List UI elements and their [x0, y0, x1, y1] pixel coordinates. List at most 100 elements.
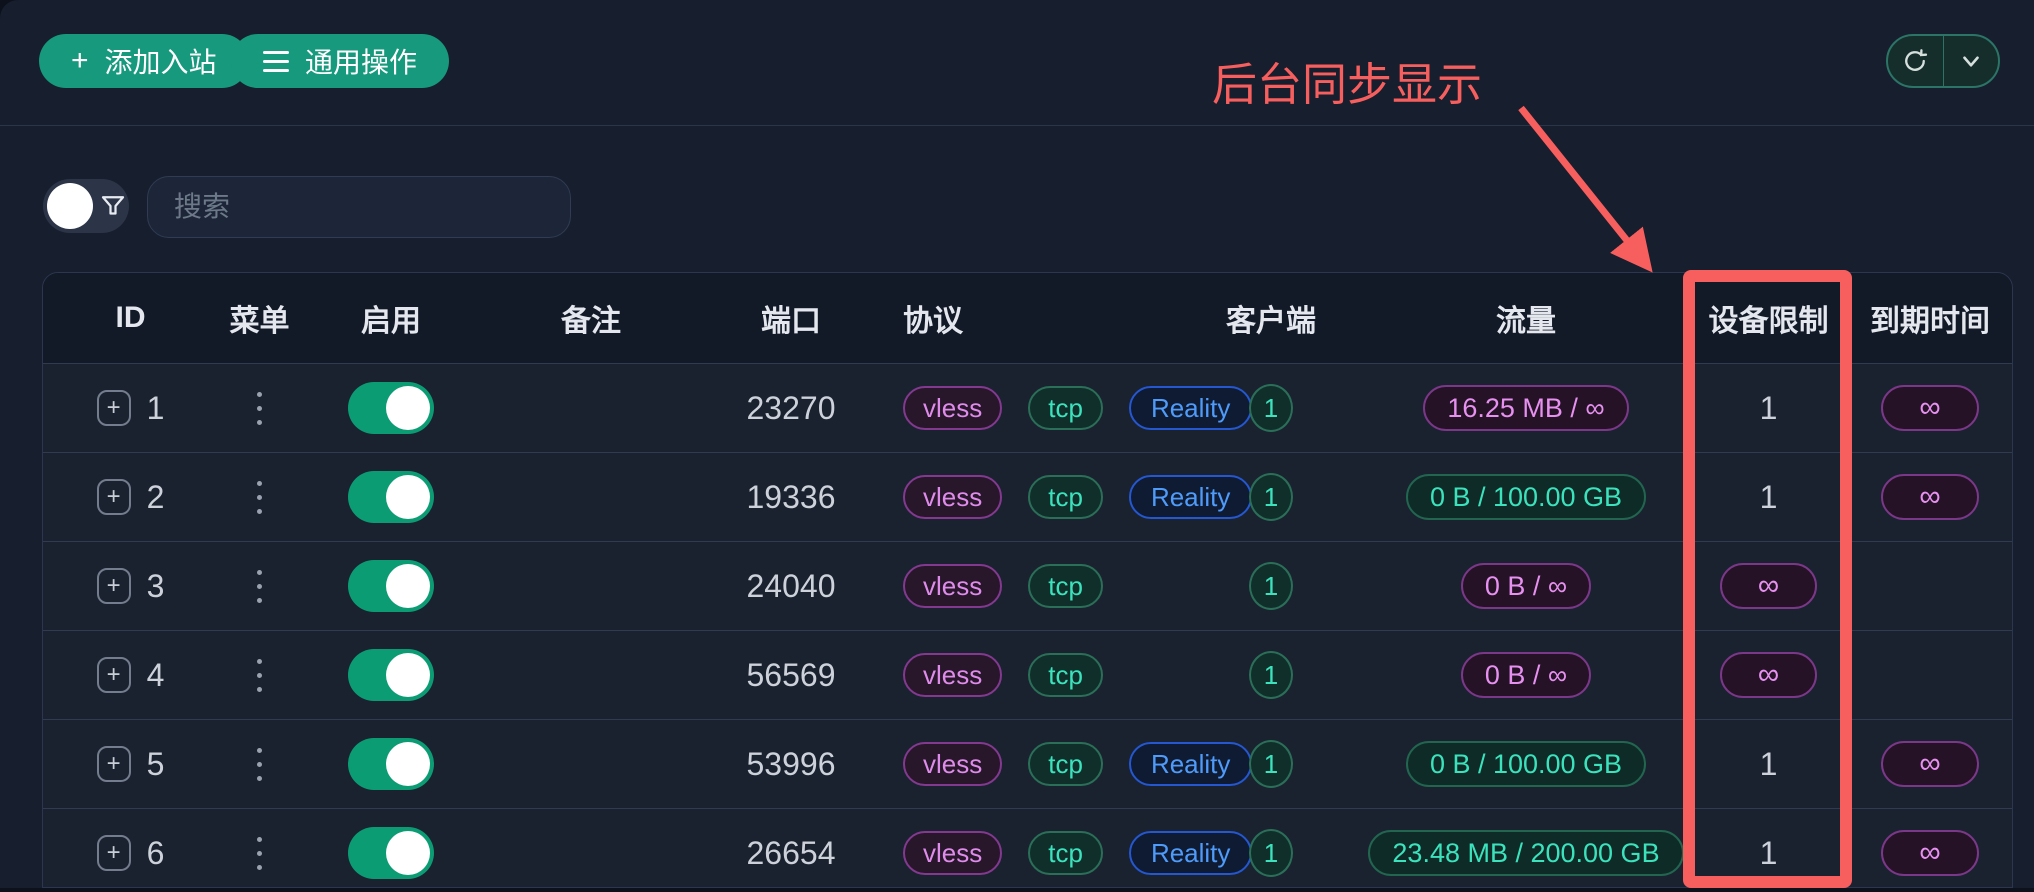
- cell-enable: [301, 560, 481, 612]
- cell-traffic: 0 B / ∞: [1361, 563, 1691, 609]
- toggle-knob: [47, 183, 93, 229]
- expand-row-button[interactable]: +: [96, 568, 131, 604]
- cell-device-limit: 1: [1691, 390, 1846, 427]
- expand-row-button[interactable]: +: [96, 746, 131, 782]
- cell-menu: [218, 653, 301, 698]
- cell-enable: [301, 738, 481, 790]
- row-menu-button[interactable]: [251, 475, 268, 520]
- row-id: 6: [146, 834, 165, 871]
- row-menu-button[interactable]: [251, 831, 268, 876]
- cell-port: 24040: [701, 568, 881, 605]
- cell-menu: [218, 564, 301, 609]
- device-limit-value: 1: [1759, 834, 1778, 871]
- cell-id: +2: [43, 479, 218, 516]
- protocol-tag-tcp: tcp: [1028, 653, 1103, 697]
- protocol-tag-reality: Reality: [1128, 475, 1253, 519]
- cell-protocol: vless tcp: [881, 564, 1181, 608]
- search-input[interactable]: [147, 176, 571, 238]
- row-id: 2: [146, 478, 165, 515]
- toggle-knob: [386, 653, 430, 697]
- protocol-tag-tcp: tcp: [1028, 831, 1103, 875]
- cell-expiry: ∞: [1846, 741, 2012, 787]
- cell-device-limit: 1: [1691, 746, 1846, 783]
- expiry-badge: ∞: [1881, 385, 1979, 431]
- expand-row-button[interactable]: +: [96, 479, 131, 515]
- cell-id: +3: [43, 568, 218, 605]
- filter-toggle-switch[interactable]: [43, 179, 129, 233]
- cell-expiry: ∞: [1846, 474, 2012, 520]
- general-actions-button[interactable]: 通用操作: [231, 34, 450, 88]
- client-count-badge: 1: [1249, 829, 1293, 877]
- protocol-tag-vless: vless: [903, 653, 1003, 697]
- cell-enable: [301, 649, 481, 701]
- enable-toggle[interactable]: [348, 560, 434, 612]
- cell-client: 1: [1181, 562, 1361, 610]
- client-count-badge: 1: [1249, 473, 1293, 521]
- cell-enable: [301, 382, 481, 434]
- annotation-text: 后台同步显示: [1212, 59, 1483, 110]
- toggle-knob: [386, 475, 430, 519]
- traffic-badge: 0 B / ∞: [1460, 652, 1592, 698]
- cell-device-limit: ∞: [1691, 563, 1846, 609]
- protocol-tag-reality: Reality: [1128, 386, 1253, 430]
- toggle-knob: [386, 564, 430, 608]
- traffic-badge: 0 B / 100.00 GB: [1405, 741, 1647, 787]
- device-limit-badge: ∞: [1719, 652, 1818, 698]
- cell-enable: [301, 827, 481, 879]
- column-header-remark: 备注: [561, 305, 621, 338]
- cell-protocol: vless tcp Reality: [881, 831, 1253, 875]
- row-menu-button[interactable]: [251, 564, 268, 609]
- enable-toggle[interactable]: [348, 649, 434, 701]
- column-header-protocol: 协议: [903, 305, 963, 338]
- row-menu-button[interactable]: [251, 386, 268, 431]
- expand-row-button[interactable]: +: [96, 657, 131, 693]
- row-menu-button[interactable]: [251, 653, 268, 698]
- row-port: 23270: [746, 389, 836, 426]
- table-body: +1 23270 vless tcp Reality 1 16.25 MB / ∞ 1 ∞ +2 1…: [43, 363, 2012, 887]
- enable-toggle[interactable]: [348, 382, 434, 434]
- cell-port: 53996: [701, 746, 881, 783]
- plus-icon: +: [71, 44, 89, 77]
- row-port: 53996: [746, 745, 836, 782]
- add-inbound-label: 添加入站: [104, 47, 217, 78]
- cell-port: 56569: [701, 657, 881, 694]
- traffic-badge: 16.25 MB / ∞: [1423, 385, 1629, 431]
- device-limit-value: 1: [1759, 745, 1778, 782]
- device-limit-value: 1: [1759, 478, 1778, 515]
- client-count-badge: 1: [1249, 740, 1293, 788]
- traffic-badge: 0 B / ∞: [1460, 563, 1592, 609]
- column-header-id: ID: [115, 301, 146, 334]
- inbounds-table: ID 菜单 启用 备注 端口 协议 客户端 流量 设备限制 到期时间 +1 23270 vless tc…: [42, 272, 2013, 888]
- expand-row-button[interactable]: +: [96, 390, 131, 426]
- row-id: 4: [146, 656, 165, 693]
- protocol-tag-vless: vless: [903, 742, 1003, 786]
- row-port: 26654: [746, 834, 836, 871]
- enable-toggle[interactable]: [348, 827, 434, 879]
- cell-port: 19336: [701, 479, 881, 516]
- enable-toggle[interactable]: [348, 471, 434, 523]
- row-port: 19336: [746, 478, 836, 515]
- enable-toggle[interactable]: [348, 738, 434, 790]
- cell-expiry: ∞: [1846, 830, 2012, 876]
- client-count-badge: 1: [1249, 384, 1293, 432]
- table-row: +4 56569 vless tcp 1 0 B / ∞ ∞: [43, 630, 2012, 719]
- protocol-tag-tcp: tcp: [1028, 564, 1103, 608]
- refresh-button[interactable]: [1888, 36, 1943, 86]
- protocol-tag-reality: Reality: [1128, 831, 1253, 875]
- column-header-client: 客户端: [1226, 305, 1316, 338]
- add-inbound-button[interactable]: + 添加入站: [39, 34, 249, 88]
- protocol-tag-tcp: tcp: [1028, 475, 1103, 519]
- protocol-tag-vless: vless: [903, 475, 1003, 519]
- refresh-dropdown-button[interactable]: [1942, 36, 1999, 86]
- traffic-badge: 0 B / 100.00 GB: [1405, 474, 1647, 520]
- protocol-tag-reality: Reality: [1128, 742, 1253, 786]
- row-menu-button[interactable]: [251, 742, 268, 787]
- device-limit-badge: ∞: [1719, 563, 1818, 609]
- protocol-tag-vless: vless: [903, 386, 1003, 430]
- table-row: +3 24040 vless tcp 1 0 B / ∞ ∞: [43, 541, 2012, 630]
- cell-port: 23270: [701, 390, 881, 427]
- client-count-badge: 1: [1249, 651, 1293, 699]
- expand-row-button[interactable]: +: [96, 835, 131, 871]
- traffic-badge: 23.48 MB / 200.00 GB: [1368, 830, 1684, 876]
- device-limit-value: 1: [1759, 389, 1778, 426]
